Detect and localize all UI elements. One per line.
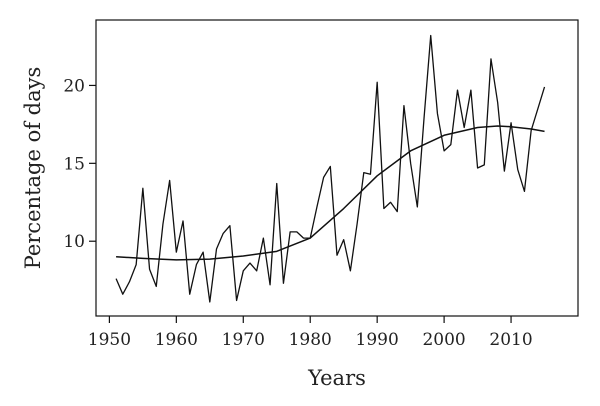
x-tick-label: 2000 — [422, 330, 465, 350]
x-tick-label: 1990 — [356, 330, 399, 350]
x-tick-label: 1980 — [289, 330, 332, 350]
y-tick-label: 15 — [63, 154, 85, 174]
x-tick-label: 1970 — [222, 330, 265, 350]
y-axis: 10 15 20 — [63, 76, 96, 252]
y-tick-label: 10 — [63, 232, 85, 252]
x-tick-label: 1950 — [88, 330, 131, 350]
series-group — [115, 34, 546, 303]
y-axis-title: Percentage of days — [21, 67, 45, 270]
x-tick-label: 1960 — [155, 330, 198, 350]
y-tick-label: 20 — [63, 76, 85, 96]
series-line-annual — [115, 34, 546, 303]
x-axis: 1950 1960 1970 1980 1990 2000 2010 — [88, 316, 533, 350]
x-axis-title: Years — [307, 366, 366, 390]
series-line-trend — [116, 125, 545, 261]
x-tick-label: 2010 — [489, 330, 532, 350]
plot-frame — [95, 19, 579, 317]
